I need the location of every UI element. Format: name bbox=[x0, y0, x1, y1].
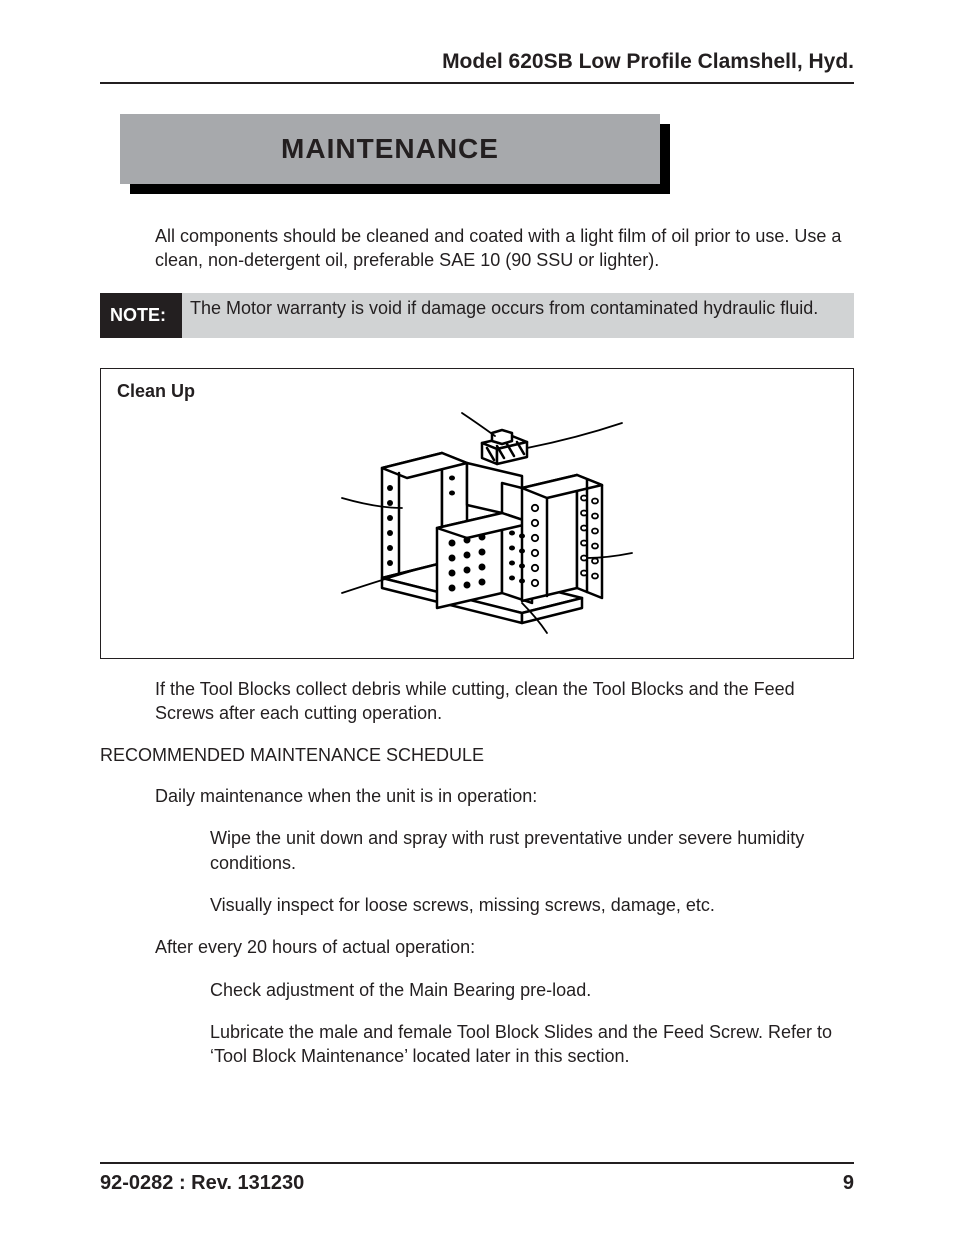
after20-intro: After every 20 hours of actual operation… bbox=[155, 935, 854, 959]
page-footer: 92-0282 : Rev. 131230 9 bbox=[100, 1162, 854, 1195]
cleanup-diagram bbox=[287, 408, 667, 638]
page-header-title: Model 620SB Low Profile Clamshell, Hyd. bbox=[100, 50, 854, 84]
maintenance-schedule-heading: RECOMMENDED MAINTENANCE SCHEDULE bbox=[100, 745, 854, 766]
after20-item-2: Lubricate the male and female Tool Block… bbox=[210, 1020, 854, 1069]
note-box: NOTE: The Motor warranty is void if dama… bbox=[100, 293, 854, 338]
intro-paragraph: All components should be cleaned and coa… bbox=[155, 224, 854, 273]
figure-title: Clean Up bbox=[117, 381, 837, 402]
footer-page-number: 9 bbox=[843, 1172, 854, 1195]
daily-item-2: Visually inspect for loose screws, missi… bbox=[210, 893, 854, 917]
note-label: NOTE: bbox=[100, 293, 182, 338]
section-banner: MAINTENANCE bbox=[120, 114, 660, 194]
section-banner-label: MAINTENANCE bbox=[120, 114, 660, 184]
post-figure-paragraph: If the Tool Blocks collect debris while … bbox=[155, 677, 854, 726]
cleanup-figure-box: Clean Up bbox=[100, 368, 854, 659]
footer-left: 92-0282 : Rev. 131230 bbox=[100, 1172, 304, 1195]
daily-intro: Daily maintenance when the unit is in op… bbox=[155, 784, 854, 808]
after20-item-1: Check adjustment of the Main Bearing pre… bbox=[210, 978, 854, 1002]
daily-item-1: Wipe the unit down and spray with rust p… bbox=[210, 826, 854, 875]
note-text: The Motor warranty is void if damage occ… bbox=[182, 293, 854, 338]
